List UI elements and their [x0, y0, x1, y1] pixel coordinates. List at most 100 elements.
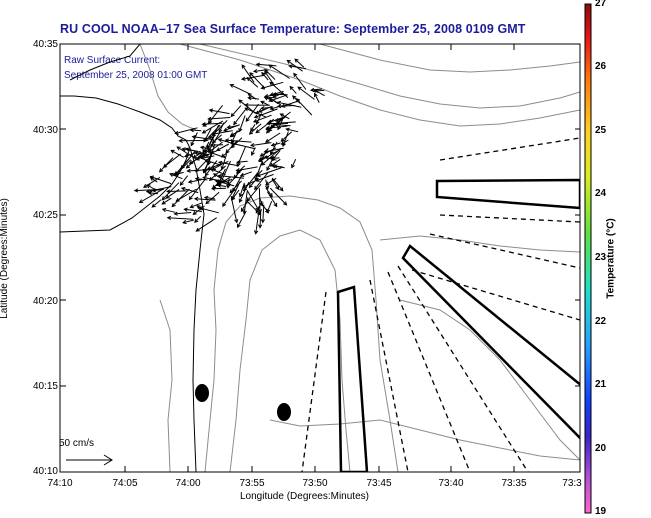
vector-arrow-icon	[197, 206, 203, 211]
vector-arrow-icon	[238, 193, 243, 198]
vector-arrow-icon	[248, 97, 259, 100]
vector-arrow-icon	[202, 134, 216, 157]
vector-arrow-icon	[281, 139, 289, 145]
vector-arrow-icon	[248, 183, 253, 189]
vector-arrow-icon	[245, 107, 267, 118]
vector-arrow-icon	[240, 171, 252, 177]
vector-arrow-icon	[274, 165, 283, 168]
vector-arrow-icon	[258, 224, 263, 229]
colorbar-tick: 23	[595, 252, 607, 263]
vector-arrow-icon	[204, 158, 209, 163]
vector-arrow-icon	[205, 191, 220, 204]
vector-arrow-icon	[192, 136, 214, 141]
vector-arrow-icon	[175, 156, 192, 175]
vector-arrow-icon	[247, 96, 252, 101]
vector-arrow-icon	[173, 211, 178, 216]
vector-arrow-icon	[270, 141, 278, 155]
vector-arrow-icon	[274, 117, 280, 122]
vector-arrow-icon	[265, 132, 281, 143]
vector-arrow-icon	[265, 181, 270, 186]
vector-arrow-icon	[275, 116, 286, 122]
vector-arrow-icon	[315, 89, 325, 92]
vector-arrow-icon	[161, 197, 172, 205]
vector-arrow-icon	[178, 138, 183, 143]
vector-arrow-icon	[249, 72, 266, 89]
vector-arrow-icon	[227, 125, 239, 128]
vector-arrow-icon	[226, 124, 231, 130]
vector-arrow-icon	[234, 218, 239, 224]
vector-arrow-icon	[171, 202, 176, 208]
vector-arrow-icon	[211, 131, 216, 136]
colorbar-tick: 19	[595, 506, 607, 517]
vector-arrow-icon	[238, 99, 256, 114]
vector-arrow-icon	[211, 139, 217, 144]
vector-arrow-icon	[262, 204, 265, 223]
ytick-label: 40:10	[32, 466, 58, 477]
vector-arrow-icon	[291, 158, 297, 168]
vector-arrow-icon	[194, 152, 206, 155]
vector-arrow-icon	[240, 207, 245, 213]
vector-arrow-icon	[253, 69, 265, 72]
vector-arrow-icon	[264, 93, 285, 97]
vector-arrow-icon	[194, 176, 200, 182]
vector-arrow-icon	[180, 175, 188, 186]
survey-boxes	[336, 178, 580, 472]
vector-arrow-icon	[260, 105, 265, 111]
vector-arrow-icon	[229, 84, 234, 88]
vector-arrow-icon	[179, 181, 184, 186]
vector-arrow-icon	[252, 118, 258, 123]
vector-arrow-icon	[240, 199, 249, 212]
colorbar-tick: 24	[595, 188, 607, 199]
colorbar-tick: 20	[595, 443, 607, 454]
current-legend-line2: September 25, 2008 01:00 GMT	[64, 70, 208, 81]
vector-arrow-icon	[248, 130, 254, 135]
vector-arrow-icon	[218, 138, 237, 145]
vector-arrow-icon	[223, 127, 228, 132]
vector-arrow-icon	[208, 134, 214, 140]
vector-arrow-icon	[213, 173, 230, 185]
vector-arrow-icon	[217, 173, 222, 179]
vector-arrow-icon	[270, 150, 274, 155]
vector-arrow-icon	[271, 177, 284, 192]
vector-arrow-icon	[274, 122, 279, 127]
vector-arrow-icon	[286, 128, 299, 133]
vector-arrow-icon	[199, 145, 205, 150]
vector-arrow-icon	[267, 127, 273, 132]
vector-arrow-icon	[169, 173, 183, 180]
vector-arrow-icon	[184, 153, 189, 158]
vector-arrow-icon	[204, 172, 209, 177]
vector-arrow-icon	[243, 191, 248, 214]
vector-arrow-icon	[197, 154, 203, 159]
xtick-label: 73:55	[239, 478, 265, 489]
vector-arrow-icon	[236, 162, 241, 168]
vector-arrow-icon	[268, 96, 279, 105]
vector-arrow-icon	[268, 64, 273, 69]
vector-arrow-icon	[265, 185, 270, 190]
vector-arrow-icon	[212, 134, 223, 144]
vector-arrow-icon	[264, 70, 269, 75]
colorbar-tick: 26	[595, 61, 607, 72]
vector-arrow-icon	[181, 147, 186, 152]
vector-arrow-icon	[202, 141, 210, 154]
colorbar-tick: 21	[595, 379, 607, 390]
vector-arrow-icon	[66, 454, 113, 466]
vector-arrow-icon	[202, 120, 224, 134]
survey-box-east	[435, 178, 580, 210]
vector-arrow-icon	[239, 172, 245, 177]
vector-arrow-icon	[175, 127, 198, 134]
vector-arrow-icon	[255, 212, 260, 234]
vector-arrow-icon	[150, 177, 158, 183]
axis-ticks	[60, 43, 580, 472]
vector-arrow-icon	[208, 108, 214, 113]
vector-arrow-icon	[244, 107, 249, 112]
vector-arrow-icon	[169, 172, 174, 177]
vector-arrow-icon	[148, 192, 159, 195]
coastline-north	[60, 95, 191, 233]
vector-arrow-icon	[204, 159, 220, 166]
vector-arrow-icon	[241, 64, 246, 69]
vector-arrow-icon	[208, 117, 231, 120]
vector-arrow-icon	[260, 100, 269, 106]
vector-arrow-icon	[188, 179, 202, 183]
vector-arrow-icon	[269, 187, 287, 206]
vector-arrow-icon	[189, 204, 194, 209]
